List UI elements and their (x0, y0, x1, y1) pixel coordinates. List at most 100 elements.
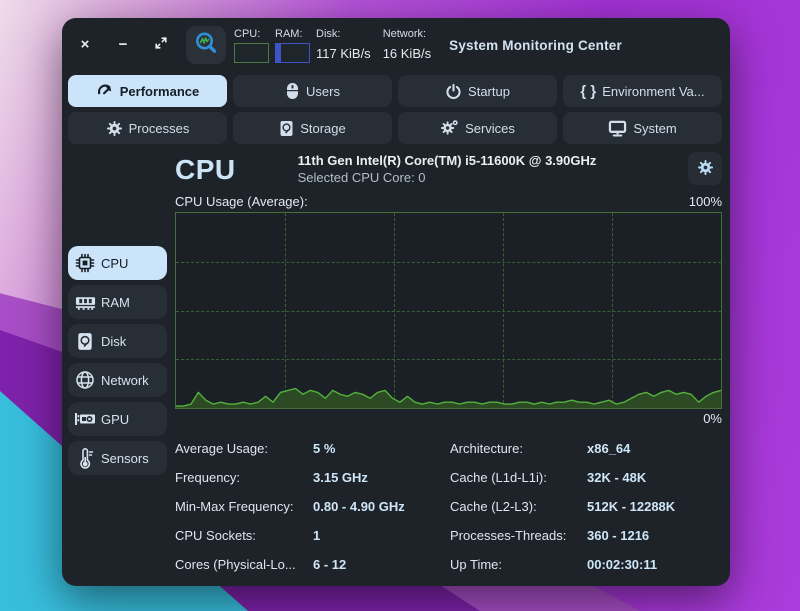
tab-environment-variables[interactable]: { } Environment Va... (563, 75, 722, 107)
sidebar-item-label: CPU (101, 255, 129, 271)
tab-services[interactable]: Services (398, 112, 557, 144)
tab-processes[interactable]: Processes (68, 112, 227, 144)
stat-label: Architecture: (450, 441, 523, 456)
sidebar-item-label: Disk (101, 333, 127, 349)
main-tabbar: Performance Users Startup { } (62, 72, 730, 144)
sidebar-item-ram[interactable]: RAM (68, 285, 167, 319)
mini-disk-label: Disk: (316, 27, 341, 40)
stat-value: 3.15 GHz (313, 470, 368, 485)
sidebar-item-label: GPU (101, 411, 130, 427)
window-title: System Monitoring Center (449, 37, 622, 53)
sidebar: CPU RAM (68, 144, 167, 475)
cpu-usage-chart (175, 212, 722, 409)
cpu-settings-button[interactable] (688, 152, 722, 185)
mini-cpu-label: CPU: (234, 27, 261, 40)
tab-startup[interactable]: Startup (398, 75, 557, 107)
cpu-model-name: 11th Gen Intel(R) Core(TM) i5-11600K @ 3… (297, 153, 597, 168)
selected-cpu-core: Selected CPU Core: 0 (297, 170, 426, 185)
monitor-icon (608, 120, 627, 137)
chart-header-row: CPU Usage (Average): 100% (175, 194, 722, 209)
window-controls: × − (76, 36, 170, 54)
sidebar-item-sensors[interactable]: Sensors (68, 441, 167, 475)
hard-drive-icon (74, 332, 96, 351)
y-axis-max-label: 100% (688, 194, 722, 209)
tab-label: Users (306, 83, 340, 99)
mouse-users-icon (285, 82, 300, 100)
stat-label: Cache (L1d-L1i): (450, 470, 547, 485)
magnifier-waveform-icon (193, 30, 219, 61)
usage-line-svg (176, 387, 721, 408)
sidebar-item-cpu[interactable]: CPU (68, 246, 167, 280)
sidebar-item-label: RAM (101, 294, 130, 310)
tab-label: Environment Va... (602, 83, 705, 99)
tab-label: Performance (119, 83, 200, 99)
tab-label: System (633, 120, 677, 136)
stat-label: Processes-Threads: (450, 528, 567, 543)
mini-disk: Disk: 117 KiB/s (316, 28, 371, 61)
mini-ram-label: RAM: (275, 27, 303, 40)
mini-ram: RAM: (275, 28, 310, 63)
close-button[interactable]: × (76, 36, 94, 54)
stat-value: 00:02:30:11 (587, 557, 658, 572)
gear-icon (697, 159, 714, 179)
ram-stick-icon (74, 293, 96, 311)
stat-label: Up Time: (450, 557, 503, 572)
braces-icon: { } (580, 82, 597, 100)
speedometer-icon (96, 82, 114, 100)
maximize-button[interactable] (152, 36, 170, 54)
tab-label: Startup (468, 83, 510, 99)
app-window: × − CPU: (62, 18, 730, 586)
hard-drive-icon (279, 120, 294, 137)
sidebar-item-label: Network (101, 372, 149, 388)
tab-performance[interactable]: Performance (68, 75, 227, 107)
stat-value: 6 - 12 (313, 557, 347, 572)
titlebar-mini-stats: CPU: RAM: Disk: 117 KiB/s Network: 16 Ki… (234, 28, 431, 63)
tab-label: Services (465, 120, 515, 136)
cpu-header: CPU 11th Gen Intel(R) Core(TM) i5-11600K… (175, 152, 722, 188)
mini-cpu-graph (234, 42, 269, 63)
stat-label: Cores (Physical-Lo... (175, 557, 296, 572)
y-axis-min-label: 0% (703, 411, 722, 426)
tab-system[interactable]: System (563, 112, 722, 144)
tab-label: Storage (300, 120, 346, 136)
stat-value: 5 % (313, 441, 336, 456)
cpu-model-block: 11th Gen Intel(R) Core(TM) i5-11600K @ 3… (298, 152, 597, 186)
titlebar[interactable]: × − CPU: (62, 18, 730, 72)
mini-network-label: Network: (382, 27, 427, 40)
tab-label: Processes (128, 120, 190, 136)
thermometer-icon (74, 447, 96, 469)
sidebar-item-gpu[interactable]: GPU (68, 402, 167, 436)
cpu-chip-icon (74, 253, 96, 273)
page-title: CPU (175, 154, 236, 185)
window-body: CPU RAM (62, 144, 730, 579)
mini-network-value: 16 KiB/s (382, 45, 432, 61)
sidebar-item-label: Sensors (101, 450, 149, 466)
usage-area-fill (176, 388, 721, 408)
stat-value: 0.80 - 4.90 GHz (313, 499, 405, 514)
sidebar-item-disk[interactable]: Disk (68, 324, 167, 358)
stat-label: Cache (L2-L3): (450, 499, 537, 514)
maximize-icon (154, 37, 168, 54)
stat-label: Average Usage: (175, 441, 268, 456)
mini-cpu: CPU: (234, 28, 269, 63)
mini-ram-graph (275, 42, 310, 63)
globe-icon (74, 370, 96, 390)
minimize-button[interactable]: − (114, 36, 132, 54)
stat-value: 360 - 1216 (587, 528, 650, 543)
usage-line-path (176, 387, 721, 407)
stat-value: 512K - 12288K (587, 499, 676, 514)
mini-network: Network: 16 KiB/s (383, 28, 431, 61)
power-icon (445, 83, 462, 100)
sidebar-item-network[interactable]: Network (68, 363, 167, 397)
stat-label: Min-Max Frequency: (175, 499, 294, 514)
tab-storage[interactable]: Storage (233, 112, 392, 144)
stat-label: Frequency: (175, 470, 241, 485)
gears-icon (440, 119, 459, 137)
chart-title: CPU Usage (Average): (175, 194, 308, 209)
gpu-card-icon (74, 410, 96, 428)
stat-value: x86_64 (587, 441, 631, 456)
cpu-stats-grid: Average Usage: 5 % Architecture: x86_64 … (175, 434, 722, 579)
tab-users[interactable]: Users (233, 75, 392, 107)
app-logo (186, 26, 226, 64)
cpu-panel: CPU 11th Gen Intel(R) Core(TM) i5-11600K… (175, 144, 722, 579)
